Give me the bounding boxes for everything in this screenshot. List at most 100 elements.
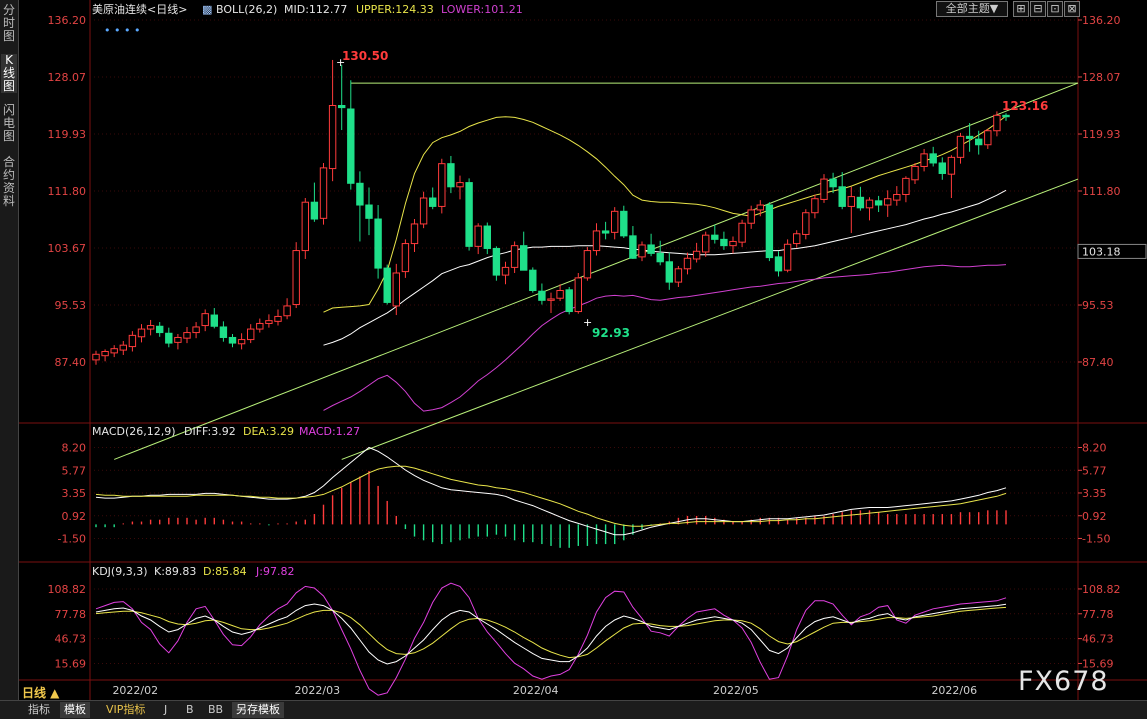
price-panel[interactable]: ++	[92, 56, 1079, 460]
candle-up	[501, 266, 510, 276]
candle-up	[128, 334, 137, 348]
candle-down	[520, 245, 528, 271]
candle-up	[419, 197, 428, 225]
price-tick-left: 128.07	[48, 71, 87, 84]
macd-tick-left: 3.35	[62, 487, 87, 500]
period-selector[interactable]: 日线 ▲	[22, 686, 60, 700]
layout-icon[interactable]: ⊡	[1047, 1, 1063, 17]
channel-upper-line	[114, 82, 1079, 460]
candle-up	[793, 233, 801, 245]
boll-upper-label: UPPER:124.33	[356, 3, 434, 16]
candle-up	[947, 156, 956, 175]
candle-down	[529, 269, 537, 292]
candle-down	[219, 326, 228, 338]
candle-up	[692, 250, 701, 260]
candle-up	[392, 272, 401, 307]
candle-up	[292, 250, 300, 306]
candle-up	[547, 298, 555, 301]
candle-up	[301, 201, 310, 252]
bottom-toolbar: 指标 模板 VIP指标 J B BB 另存模板	[0, 700, 1147, 719]
candle-down	[774, 256, 783, 272]
candle-up	[783, 243, 792, 271]
candle-up	[884, 198, 892, 206]
candle-up	[592, 230, 601, 252]
candle-up	[683, 257, 692, 270]
axis-layer: 136.20 136.20 128.07 128.07 119.93 119.93 111.…	[48, 14, 1147, 697]
candle-down	[465, 182, 473, 247]
candle-up	[583, 250, 592, 279]
price-tick-left: 95.53	[55, 299, 87, 312]
high-marker: +	[336, 56, 345, 69]
close-icon[interactable]: ⊠	[1064, 1, 1080, 17]
candle-up	[174, 336, 182, 343]
tab-vip-indicators[interactable]: VIP指标	[106, 703, 146, 716]
candle-down	[338, 105, 346, 109]
macd-dea-line	[95, 465, 1007, 527]
macd-title: MACD(26,12,9)	[92, 425, 176, 438]
tab-contract-info[interactable]: 合约资料	[2, 155, 15, 208]
candle-down	[483, 225, 492, 249]
candle-down	[538, 290, 546, 301]
kdj-panel[interactable]	[95, 582, 1007, 696]
tab-b[interactable]: B	[186, 703, 194, 716]
candle-up	[119, 344, 127, 351]
candle-down	[629, 235, 637, 259]
kdj-k-line	[95, 603, 1007, 665]
macd-panel[interactable]	[95, 446, 1007, 548]
tab-bb[interactable]: BB	[208, 703, 224, 716]
price-tick-left: 103.67	[48, 242, 87, 255]
tab-templates[interactable]: 模板	[60, 702, 90, 718]
price-tick-right: 111.80	[1082, 185, 1121, 198]
candle-down	[874, 200, 883, 206]
candle-down	[965, 135, 974, 139]
kdj-tick-left: 15.69	[55, 657, 87, 670]
candle-down	[429, 197, 437, 207]
date-tick: 2022/04	[513, 684, 559, 697]
low-marker: +	[583, 316, 592, 329]
candle-down	[665, 261, 673, 283]
candle-down	[165, 332, 173, 344]
candle-up	[101, 350, 109, 357]
candle-up	[110, 348, 118, 354]
price-tick-right: 95.53	[1082, 299, 1114, 312]
candle-down	[210, 314, 219, 327]
candle-down	[447, 163, 455, 188]
candle-up	[956, 135, 965, 158]
candle-up	[674, 268, 683, 283]
candle-up	[574, 277, 582, 313]
candle-up	[893, 194, 901, 201]
price-tick-left: 119.93	[48, 128, 87, 141]
macd-tick-left: 8.20	[62, 442, 87, 455]
kdj-tick-left: 77.78	[55, 608, 87, 621]
candle-down	[856, 196, 865, 209]
tab-indicators[interactable]: 指标	[28, 703, 50, 716]
kdj-tick-left: 108.82	[48, 583, 87, 596]
grid-layer	[18, 0, 1147, 700]
candle-up	[237, 339, 246, 345]
candle-down	[374, 218, 382, 269]
tab-intraday[interactable]: 分时图	[2, 3, 15, 43]
tab-save-template[interactable]: 另存模板	[232, 702, 284, 718]
zoom-in-icon[interactable]: ⊞	[1013, 1, 1029, 17]
candle-up	[283, 305, 291, 317]
candle-up	[729, 240, 737, 247]
candle-up	[702, 234, 710, 253]
tab-kline[interactable]: K线图	[1, 53, 17, 93]
price-tick-right: 128.07	[1082, 71, 1121, 84]
kdj-tick-right: 46.73	[1082, 633, 1114, 646]
tab-flash[interactable]: 闪电图	[2, 103, 15, 143]
macd-dea-label: DEA:3.29	[243, 425, 294, 438]
candle-down	[711, 234, 719, 240]
candle-up	[747, 209, 755, 224]
more-dots-icon[interactable]: • • • •	[104, 24, 140, 37]
channel-lower-line	[341, 178, 1079, 460]
candle-down	[365, 204, 373, 219]
candle-up	[847, 196, 855, 207]
macd-value-label: MACD:1.27	[299, 425, 360, 438]
theme-select[interactable]: 全部主题▼	[936, 1, 1008, 17]
kdj-tick-right: 108.82	[1082, 583, 1121, 596]
tab-j[interactable]: J	[164, 703, 168, 716]
candle-down	[356, 182, 364, 206]
zoom-out-icon[interactable]: ⊟	[1030, 1, 1046, 17]
